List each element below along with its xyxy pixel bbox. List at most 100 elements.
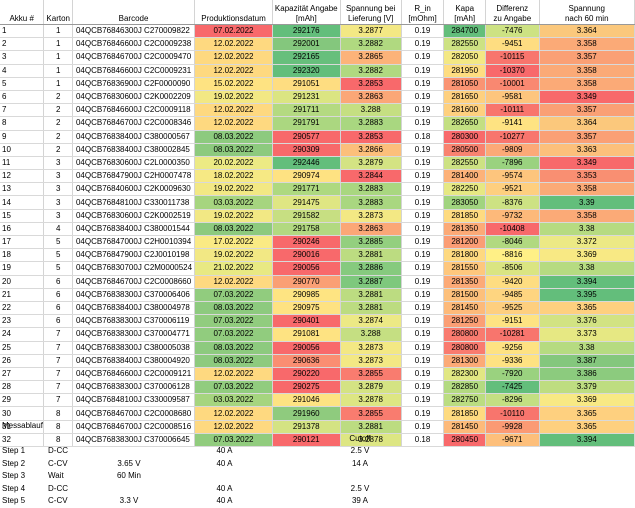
cell-current[interactable]: 40 A bbox=[216, 483, 233, 493]
cell-karton[interactable]: 7 bbox=[43, 341, 73, 355]
cell-karton[interactable]: 1 bbox=[43, 77, 73, 91]
cell-kapa[interactable]: 282250 bbox=[443, 182, 486, 197]
cell-barcode[interactable]: 04QCB76846700J C2C0008660 bbox=[72, 275, 196, 289]
cell-karton[interactable]: 2 bbox=[43, 143, 73, 157]
header-rin[interactable]: R_in [mOhm] bbox=[401, 0, 445, 25]
cell-akku[interactable]: 23 bbox=[0, 314, 45, 329]
cell-spannung-60min[interactable]: 3.363 bbox=[539, 143, 635, 157]
cell-kapa[interactable]: 281850 bbox=[443, 406, 486, 421]
cell-differenz[interactable]: -9141 bbox=[485, 116, 540, 131]
cell-differenz[interactable]: -10110 bbox=[485, 406, 540, 421]
cell-kapazitaet[interactable]: 291771 bbox=[272, 182, 341, 197]
cell-kapa[interactable]: 282650 bbox=[443, 116, 486, 131]
cell-spannung-60min[interactable]: 3.349 bbox=[539, 156, 635, 171]
cell-kapazitaet[interactable]: 291046 bbox=[272, 393, 341, 408]
cell-akku[interactable]: 3 bbox=[0, 50, 45, 65]
cell-spannung-60min[interactable]: 3.373 bbox=[539, 327, 635, 342]
cell-spannung-60min[interactable]: 3.358 bbox=[539, 182, 635, 197]
cell-spannung[interactable]: 3.2879 bbox=[340, 156, 402, 171]
cell-karton[interactable]: 1 bbox=[43, 24, 73, 39]
cell-spannung-60min[interactable]: 3.379 bbox=[539, 380, 635, 395]
cell-differenz[interactable]: -10370 bbox=[485, 64, 540, 78]
cell-karton[interactable]: 3 bbox=[43, 156, 73, 171]
cell-spannung[interactable]: 3.2882 bbox=[340, 64, 402, 78]
cell-differenz[interactable]: -7476 bbox=[485, 24, 540, 39]
cell-akku[interactable]: 32 bbox=[0, 433, 45, 448]
cell-karton[interactable]: 1 bbox=[43, 50, 73, 65]
cell-kapazitaet[interactable]: 292446 bbox=[272, 156, 341, 171]
cell-step[interactable]: Step 4 bbox=[2, 483, 26, 493]
cell-kapa[interactable]: 281050 bbox=[443, 77, 486, 91]
cell-spannung[interactable]: 3.2855 bbox=[340, 406, 402, 421]
cell-spannung-60min[interactable]: 3.358 bbox=[539, 64, 635, 78]
cell-spannung[interactable]: 3.2877 bbox=[340, 24, 402, 39]
cell-kapazitaet[interactable]: 290220 bbox=[272, 367, 341, 382]
cell-akku[interactable]: 13 bbox=[0, 182, 45, 197]
cell-spannung[interactable]: 3.2855 bbox=[340, 367, 402, 382]
cell-karton[interactable]: 5 bbox=[43, 261, 73, 276]
cell-spannung-60min[interactable]: 3.387 bbox=[539, 354, 635, 368]
cell-produktionsdatum[interactable]: 19.02.2022 bbox=[194, 248, 273, 263]
cell-kapa[interactable]: 281300 bbox=[443, 354, 486, 368]
cell-rin[interactable]: 0.19 bbox=[401, 50, 445, 65]
cell-karton[interactable]: 2 bbox=[43, 90, 73, 105]
messablauf-title[interactable]: Messablauf bbox=[2, 421, 43, 431]
cell-barcode[interactable]: 04QCB76838400J C380002845 bbox=[72, 143, 196, 157]
cell-kapa[interactable]: 282550 bbox=[443, 37, 486, 52]
cell-akku[interactable]: 1 bbox=[0, 24, 45, 39]
cell-kapa[interactable]: 281950 bbox=[443, 64, 486, 78]
cell-kapazitaet[interactable]: 291960 bbox=[272, 406, 341, 421]
cell-kapazitaet[interactable]: 290121 bbox=[272, 433, 341, 448]
cell-spannung[interactable]: 3.288 bbox=[340, 327, 402, 342]
cell-barcode[interactable]: 04QCB76847900J C2J0010198 bbox=[72, 248, 196, 263]
cell-barcode[interactable]: 04QCB76846700J C2C0009470 bbox=[72, 50, 196, 65]
cell-barcode[interactable]: 04QCB76838400J C380004978 bbox=[72, 301, 196, 316]
cell-produktionsdatum[interactable]: 07.02.2022 bbox=[194, 24, 273, 39]
cell-spannung-60min[interactable]: 3.358 bbox=[539, 77, 635, 91]
cell-spannung[interactable]: 3.288 bbox=[340, 103, 402, 118]
cell-akku[interactable]: 5 bbox=[0, 77, 45, 91]
cell-karton[interactable]: 7 bbox=[43, 380, 73, 395]
cell-barcode[interactable]: 04QCB76838300J C380005038 bbox=[72, 341, 196, 355]
cell-akku[interactable]: 4 bbox=[0, 64, 45, 78]
cell-spannung[interactable]: 3.2879 bbox=[340, 380, 402, 395]
cell-differenz[interactable]: -9525 bbox=[485, 301, 540, 316]
cell-differenz[interactable]: -9671 bbox=[485, 433, 540, 448]
cell-differenz[interactable]: -10281 bbox=[485, 327, 540, 342]
cell-rin[interactable]: 0.19 bbox=[401, 314, 445, 329]
cell-karton[interactable]: 3 bbox=[43, 209, 73, 223]
cell-karton[interactable]: 6 bbox=[43, 301, 73, 316]
cell-spannung-60min[interactable]: 3.364 bbox=[539, 24, 635, 39]
cell-produktionsdatum[interactable]: 21.02.2022 bbox=[194, 261, 273, 276]
cell-setpoint[interactable]: 60 Min bbox=[116, 471, 141, 481]
cell-kapa[interactable]: 282300 bbox=[443, 367, 486, 382]
cell-karton[interactable]: 5 bbox=[43, 235, 73, 250]
cell-kapa[interactable]: 282750 bbox=[443, 393, 486, 408]
cell-rin[interactable]: 0.19 bbox=[401, 354, 445, 368]
cell-spannung[interactable]: 3.2881 bbox=[340, 248, 402, 263]
cell-barcode[interactable]: 04QCB76846600J C2C0009121 bbox=[72, 367, 196, 382]
cell-rin[interactable]: 0.19 bbox=[401, 288, 445, 302]
cell-spannung-60min[interactable]: 3.38 bbox=[539, 222, 635, 237]
cell-differenz[interactable]: -10115 bbox=[485, 50, 540, 65]
cell-spannung-60min[interactable]: 3.357 bbox=[539, 50, 635, 65]
cell-kapazitaet[interactable]: 290577 bbox=[272, 130, 341, 144]
cell-spannung-60min[interactable]: 3.369 bbox=[539, 393, 635, 408]
cell-kapazitaet[interactable]: 290056 bbox=[272, 261, 341, 276]
cell-kapa[interactable]: 280500 bbox=[443, 143, 486, 157]
cell-akku[interactable]: 7 bbox=[0, 103, 45, 118]
cell-spannung-60min[interactable]: 3.394 bbox=[539, 433, 635, 448]
header-barcode[interactable]: Barcode bbox=[72, 0, 196, 25]
cell-cutoff[interactable] bbox=[329, 470, 391, 483]
cell-spannung-60min[interactable]: 3.386 bbox=[539, 367, 635, 382]
cell-empty[interactable] bbox=[264, 495, 329, 508]
cell-produktionsdatum[interactable]: 12.02.2022 bbox=[194, 50, 273, 65]
cell-barcode[interactable]: 04QCB76830700J C2M0000524 bbox=[72, 261, 196, 276]
cell-mode[interactable]: C-CV bbox=[48, 496, 68, 506]
cell-differenz[interactable]: -9420 bbox=[485, 275, 540, 289]
cell-kapazitaet[interactable]: 290974 bbox=[272, 169, 341, 184]
cell-differenz[interactable]: -9809 bbox=[485, 143, 540, 157]
cell-empty[interactable] bbox=[264, 470, 329, 483]
cell-rin[interactable]: 0.19 bbox=[401, 248, 445, 263]
cell-karton[interactable]: 7 bbox=[43, 354, 73, 368]
